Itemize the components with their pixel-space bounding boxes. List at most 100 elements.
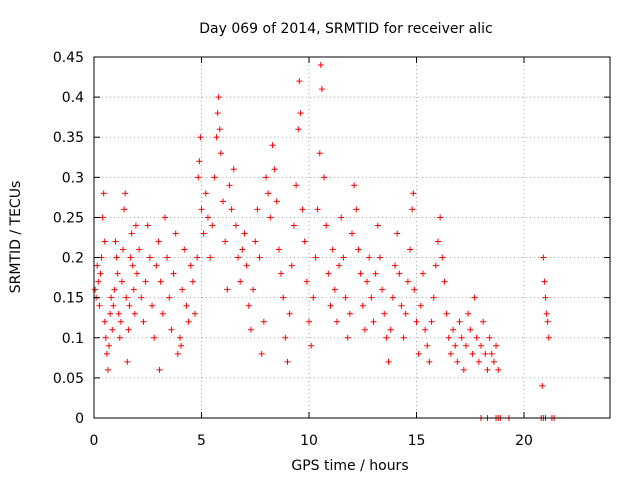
x-tick-label: 20 [515,433,533,449]
data-point [122,190,129,197]
data-point [181,246,188,253]
data-point [209,222,216,229]
data-point [445,334,452,341]
data-point [146,254,153,261]
data-point [435,238,441,245]
data-point [402,310,409,317]
data-point [155,238,162,245]
y-tick-label: 0.3 [62,170,84,186]
data-point [490,358,497,365]
data-point [361,326,368,333]
x-tick-label: 0 [90,433,99,449]
data-point [286,310,293,317]
data-point [488,350,495,357]
data-point [398,302,405,309]
data-point [192,310,199,317]
data-point [430,294,437,301]
data-point [166,294,173,301]
data-point [404,278,411,285]
data-point [344,334,351,341]
data-point [303,278,310,285]
data-point [107,310,114,317]
data-point [136,246,143,253]
data-point [260,318,267,325]
y-tick-label: 0.15 [53,291,84,307]
data-point [151,334,158,341]
data-point [118,278,125,285]
y-tick-label: 0.35 [53,130,84,146]
data-point [355,246,362,253]
data-point [475,358,482,365]
data-point [452,342,459,349]
data-point [542,294,549,301]
data-point [102,334,109,341]
data-point [282,334,289,341]
data-point [299,206,306,213]
data-point [222,238,229,245]
data-point [284,358,291,365]
data-point [258,350,265,357]
data-point [230,166,237,173]
data-point [228,206,235,213]
data-point [196,158,203,165]
data-point [349,230,355,237]
data-point [110,302,117,309]
x-tick-label: 5 [197,433,206,449]
data-point [100,190,107,197]
data-point [263,174,269,181]
data-point [333,318,340,325]
data-point [314,206,321,213]
y-tick-label: 0.25 [53,210,84,226]
data-point [383,334,390,341]
data-point [545,334,552,341]
data-point [213,134,220,141]
data-point [113,254,120,261]
data-point [486,334,493,341]
data-point [426,358,433,365]
data-point [197,134,204,141]
data-point [117,318,124,325]
data-point [317,62,324,69]
data-point [473,334,480,341]
data-point [394,230,401,237]
data-point [467,326,474,333]
data-point [239,246,246,253]
data-point [183,302,190,309]
data-point [211,174,218,181]
data-point [306,318,312,325]
data-point [99,214,106,221]
data-point [265,190,272,197]
data-point [161,214,168,221]
data-point [357,270,364,277]
data-point [195,174,202,181]
data-point [101,318,108,325]
grid [94,57,610,418]
data-point [456,318,463,325]
data-point [235,254,242,261]
data-point [471,294,478,301]
y-tick-label: 0.45 [53,50,84,66]
y-tick-label: 0.2 [62,251,84,267]
data-point [275,246,282,253]
y-tick-label: 0 [75,411,84,427]
data-point [194,254,201,261]
data-point [202,190,209,197]
data-point [187,262,194,269]
data-point [437,214,444,221]
data-point [301,238,308,245]
data-point [465,310,472,317]
data-point [329,246,336,253]
data-point [340,254,347,261]
data-point [295,126,302,133]
data-point [400,334,407,341]
data-point [216,126,223,133]
data-point [454,358,461,365]
data-point [177,334,183,341]
data-point [232,222,239,229]
data-point [327,302,334,309]
data-point [432,262,439,269]
data-point [353,206,360,213]
data-point [458,334,465,341]
data-point [346,310,353,317]
data-point [469,350,476,357]
